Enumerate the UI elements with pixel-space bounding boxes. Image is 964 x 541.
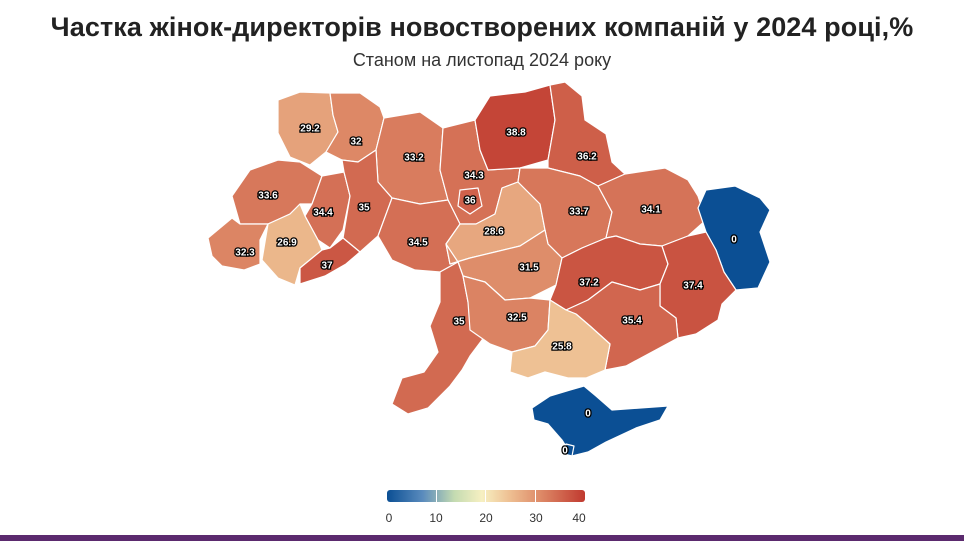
region-vinnytsia[interactable] [377, 197, 461, 273]
region-value-vinnytsia: 34.5 [408, 238, 428, 249]
region-kyiv-city[interactable] [457, 187, 483, 215]
region-value-cherkasy: 28.6 [484, 227, 504, 238]
legend-label-30: 30 [529, 511, 543, 525]
region-value-poltava: 33.7 [569, 207, 589, 218]
region-value-donetsk: 37.4 [683, 281, 703, 292]
region-value-odesa: 35 [453, 317, 465, 328]
region-value-sumy: 36.2 [577, 152, 597, 163]
region-value-chernihiv: 38.8 [506, 128, 526, 139]
region-value-dnipropetrovsk: 37.2 [579, 278, 599, 289]
legend-label-40: 40 [572, 511, 586, 525]
legend-label-0: 0 [385, 511, 393, 525]
region-value-zaporizhzhia: 35.4 [622, 316, 642, 327]
legend-tick-mark [485, 490, 486, 502]
bottom-accent-bar [0, 535, 964, 541]
color-legend: 0 10 20 30 40 [385, 490, 586, 530]
region-value-chernivtsi: 37 [321, 261, 333, 272]
region-kherson[interactable] [509, 299, 611, 379]
region-value-luhansk: 0 [731, 235, 737, 246]
chart-title: Частка жінок-директорів новостворених ко… [50, 12, 914, 42]
region-value-lviv: 33.6 [258, 191, 278, 202]
region-value-zakarpattia: 32.3 [235, 248, 255, 259]
region-value-kherson: 25.8 [552, 342, 572, 353]
region-value-rivne: 32 [350, 137, 362, 148]
labels-layer: 29.2 32 33.2 34.3 36 38.8 36.2 33.6 34.4 35 34.5 28… [234, 122, 739, 458]
region-value-sevastopol: 0 [562, 446, 568, 457]
legend-tick-mark [535, 490, 536, 502]
legend-tick-mark [436, 490, 437, 502]
region-crimea[interactable] [531, 385, 669, 457]
regions-layer [207, 81, 771, 457]
region-value-khmelnytskyi: 35 [358, 203, 370, 214]
legend-label-20: 20 [479, 511, 493, 525]
region-value-kyiv-region: 34.3 [464, 171, 484, 182]
region-value-crimea: 0 [585, 409, 591, 420]
region-sevastopol[interactable] [563, 443, 575, 457]
region-value-kyiv-city: 36 [464, 196, 476, 207]
legend-gradient-bar [387, 490, 585, 502]
region-value-ternopil: 34.4 [313, 208, 333, 219]
region-value-zhytomyr: 33.2 [404, 153, 424, 164]
region-value-volyn: 29.2 [300, 124, 320, 135]
region-chernivtsi[interactable] [299, 237, 361, 285]
legend-label-10: 10 [429, 511, 443, 525]
chart-subtitle: Станом на листопад 2024 року [352, 50, 612, 70]
region-value-kirovohrad: 31.5 [519, 263, 539, 274]
region-value-kharkiv: 34.1 [641, 205, 661, 216]
region-value-mykolaiv: 32.5 [507, 313, 527, 324]
region-value-ivano-frankivsk: 26.9 [277, 238, 297, 249]
region-zakarpattia[interactable] [207, 217, 269, 271]
